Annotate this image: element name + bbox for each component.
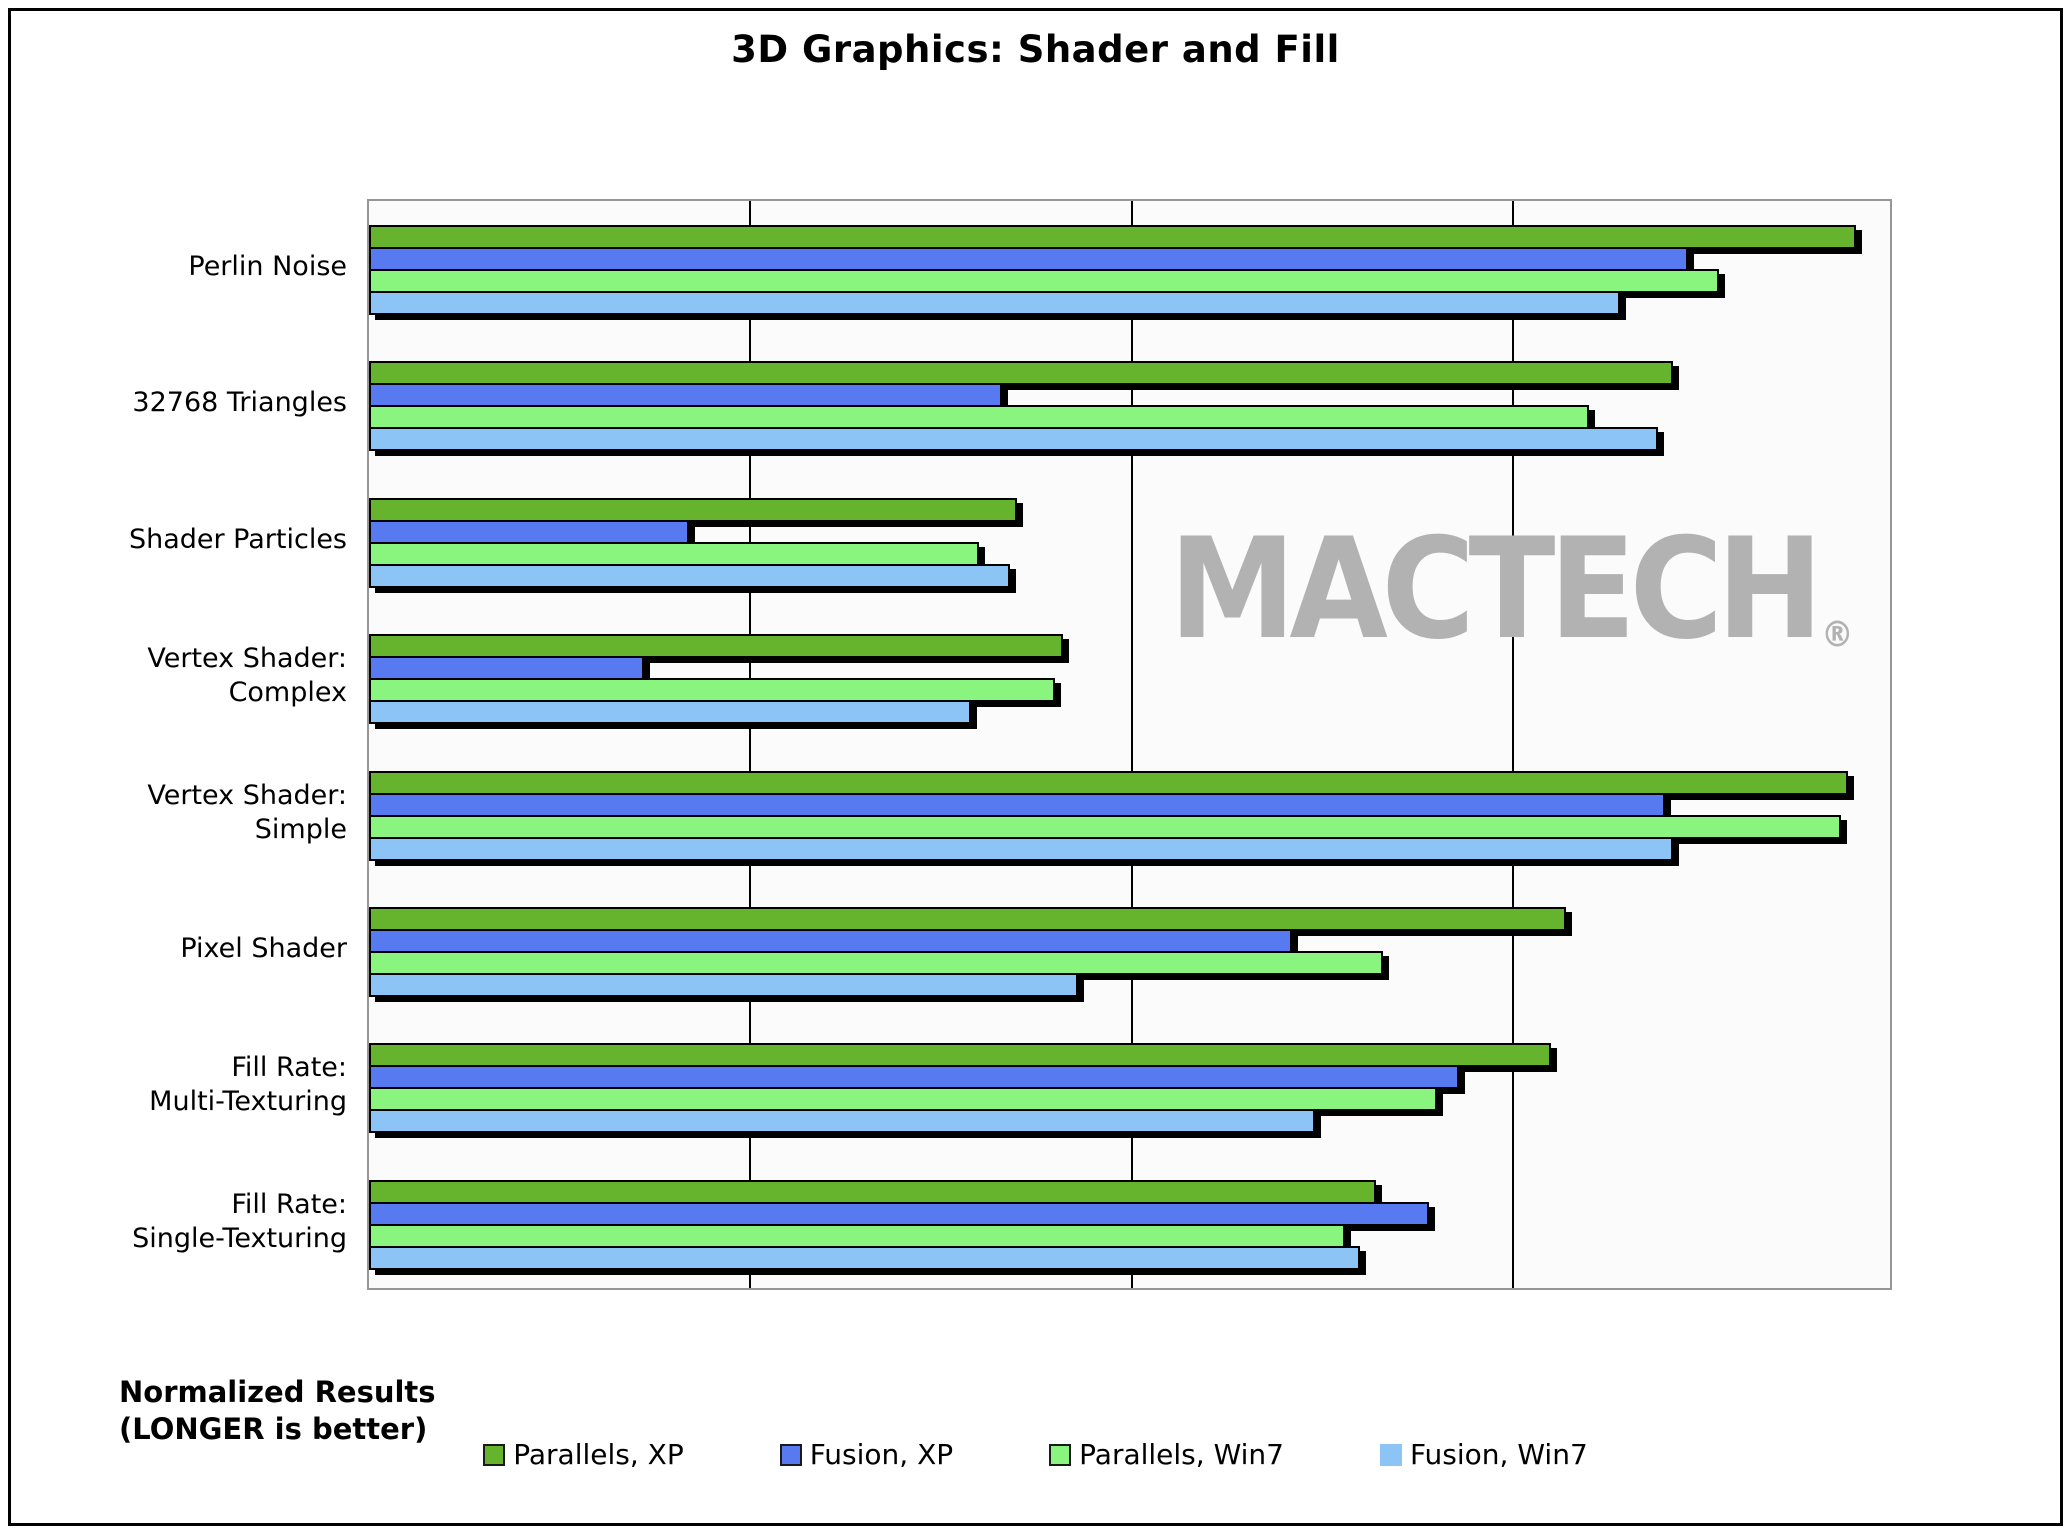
category-label: Fill Rate: Single-Texturing [132, 1188, 347, 1254]
axis-note: Normalized Results (LONGER is better) [119, 1375, 436, 1446]
category-label: Shader Particles [128, 523, 347, 555]
bar [369, 972, 1079, 997]
gridline [749, 201, 752, 1288]
category-label: Vertex Shader: Complex [147, 643, 347, 709]
gridline [1511, 201, 1514, 1288]
bar [369, 1043, 1551, 1068]
bar [369, 1087, 1437, 1112]
bar [369, 1179, 1376, 1204]
bar [369, 497, 1018, 522]
bar [369, 563, 1010, 588]
registered-trademark-symbol: ® [1821, 614, 1854, 656]
bar [369, 1201, 1429, 1226]
bar [369, 906, 1567, 931]
legend-label: Parallels, XP [513, 1438, 684, 1471]
mactech-watermark-logo: MACTECH ® [1169, 519, 1854, 658]
bar [369, 1245, 1361, 1270]
bar [369, 247, 1689, 271]
bar [369, 814, 1841, 839]
plot-area: MACTECH ® [367, 199, 1892, 1290]
legend-swatch [483, 1443, 506, 1466]
legend-swatch [779, 1443, 802, 1466]
category-label: Fill Rate: Multi-Texturing [149, 1052, 347, 1118]
bar [369, 792, 1666, 817]
bar [369, 1223, 1345, 1248]
bar [369, 225, 1856, 249]
bar [369, 541, 979, 566]
legend-item: Fusion, Win7 [1379, 1438, 1588, 1471]
bar [369, 269, 1719, 293]
bar [369, 519, 690, 544]
bar [369, 634, 1063, 659]
legend-item: Parallels, Win7 [1049, 1438, 1284, 1471]
category-label: 32768 Triangles [132, 387, 347, 419]
bar [369, 678, 1056, 703]
legend-label: Fusion, XP [809, 1438, 954, 1471]
bar [369, 1065, 1460, 1090]
legend-item: Fusion, XP [779, 1438, 954, 1471]
gridline [1130, 201, 1133, 1288]
bar [369, 427, 1658, 452]
category-label: Perlin Noise [188, 251, 347, 282]
chart-title: 3D Graphics: Shader and Fill [731, 28, 1340, 71]
bar [369, 656, 644, 681]
legend-swatch [1049, 1443, 1072, 1466]
legend-item: Parallels, XP [483, 1438, 684, 1471]
bar [369, 950, 1384, 975]
bar [369, 291, 1620, 315]
bar [369, 770, 1849, 795]
legend-label: Fusion, Win7 [1409, 1438, 1588, 1471]
bar [369, 1109, 1315, 1134]
bar [369, 383, 1002, 408]
category-label: Pixel Shader [180, 932, 347, 964]
legend: Parallels, XP Fusion, XP Parallels, Win7 Fu… [0, 1438, 2071, 1471]
legend-swatch [1379, 1443, 1402, 1466]
category-label: Vertex Shader: Simple [147, 779, 347, 845]
bar [369, 928, 1292, 953]
bar [369, 361, 1673, 386]
bar [369, 405, 1589, 430]
legend-label: Parallels, Win7 [1079, 1438, 1284, 1471]
watermark-text: MACTECH [1169, 507, 1823, 671]
bar [369, 836, 1673, 861]
bar [369, 700, 972, 725]
